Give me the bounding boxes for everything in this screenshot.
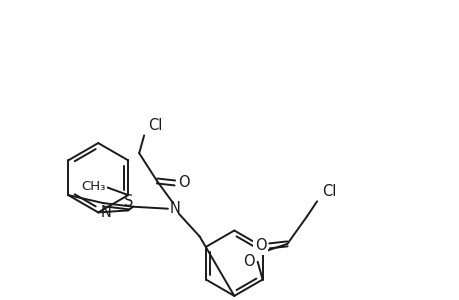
Text: Cl: Cl (148, 118, 162, 133)
Text: N: N (169, 201, 180, 216)
Text: Cl: Cl (321, 184, 336, 199)
Text: O: O (242, 254, 254, 269)
Text: O: O (254, 238, 266, 253)
Text: S: S (124, 194, 134, 209)
Text: O: O (178, 176, 189, 190)
Text: N: N (100, 206, 111, 220)
Text: CH₃: CH₃ (81, 180, 106, 193)
